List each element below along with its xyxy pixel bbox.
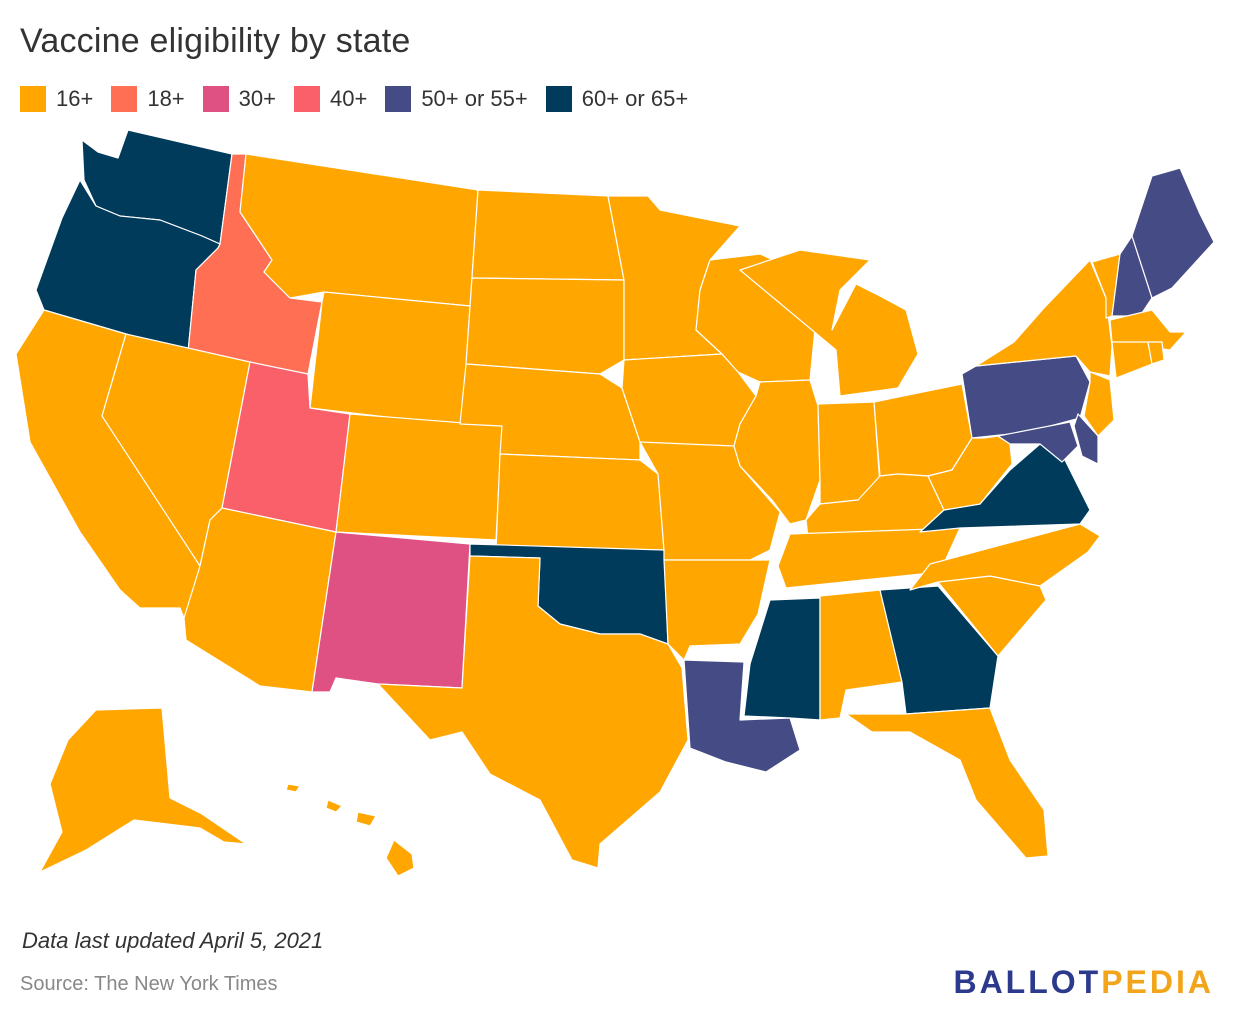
state-HI-3[interactable] <box>355 811 377 827</box>
legend: 16+ 18+ 30+ 40+ 50+ or 55+ 60+ or 65+ <box>20 86 706 112</box>
data-updated-note: Data last updated April 5, 2021 <box>22 928 324 953</box>
state-HI-1[interactable] <box>285 783 301 793</box>
state-ND[interactable] <box>471 189 625 281</box>
legend-swatch-16 <box>20 86 46 112</box>
chart-title: Vaccine eligibility by state <box>20 22 411 60</box>
legend-swatch-30 <box>202 86 229 112</box>
legend-item-40: 40+ <box>293 86 368 112</box>
logo-part-pedia: PEDIA <box>1101 964 1214 1000</box>
us-map <box>0 120 1240 890</box>
state-WY[interactable] <box>309 291 471 427</box>
legend-label-18: 18+ <box>147 86 185 111</box>
state-CO[interactable] <box>335 413 503 541</box>
legend-label-50-55: 50+ or 55+ <box>421 86 528 111</box>
state-MD[interactable] <box>997 421 1079 463</box>
ballotpedia-logo: BALLOTPEDIA <box>953 964 1214 1001</box>
state-MT[interactable] <box>239 153 479 307</box>
legend-swatch-60-65 <box>545 86 572 112</box>
state-SD[interactable] <box>465 277 625 375</box>
state-KS[interactable] <box>495 453 665 551</box>
state-ME[interactable] <box>1131 167 1215 299</box>
state-DE[interactable] <box>1073 413 1099 465</box>
legend-label-60-65: 60+ or 65+ <box>581 86 689 111</box>
state-FL[interactable] <box>845 707 1049 859</box>
state-RI[interactable] <box>1147 341 1165 365</box>
state-CT[interactable] <box>1111 341 1153 379</box>
state-HI-4[interactable] <box>385 839 415 877</box>
state-HI-2[interactable] <box>325 799 343 813</box>
legend-label-16: 16+ <box>56 86 94 111</box>
state-NJ[interactable] <box>1083 371 1115 437</box>
state-NC[interactable] <box>909 523 1101 591</box>
legend-item-30: 30+ <box>202 86 276 112</box>
state-IL[interactable] <box>733 379 821 525</box>
state-TX[interactable] <box>377 555 689 869</box>
legend-item-16: 16+ <box>20 86 93 112</box>
legend-item-60-65: 60+ or 65+ <box>545 86 689 112</box>
state-LA[interactable] <box>683 659 801 773</box>
legend-item-18: 18+ <box>111 86 185 112</box>
legend-item-50-55: 50+ or 55+ <box>385 86 528 112</box>
legend-swatch-40 <box>293 86 320 112</box>
state-VT[interactable] <box>1091 253 1121 319</box>
legend-swatch-18 <box>111 86 138 112</box>
state-NY[interactable] <box>975 259 1113 377</box>
legend-swatch-50-55 <box>385 86 412 112</box>
state-MI[interactable] <box>739 249 919 397</box>
state-NH[interactable] <box>1111 235 1153 317</box>
state-AZ[interactable] <box>183 507 337 693</box>
state-AK[interactable] <box>39 707 247 873</box>
logo-part-ballot: BALLOT <box>953 964 1102 1000</box>
legend-label-30: 30+ <box>238 86 276 111</box>
us-map-svg <box>15 129 1215 877</box>
state-AR[interactable] <box>663 559 771 661</box>
legend-label-40: 40+ <box>329 86 368 111</box>
state-NM[interactable] <box>311 531 471 693</box>
source-text: Source: The New York Times <box>20 973 278 995</box>
